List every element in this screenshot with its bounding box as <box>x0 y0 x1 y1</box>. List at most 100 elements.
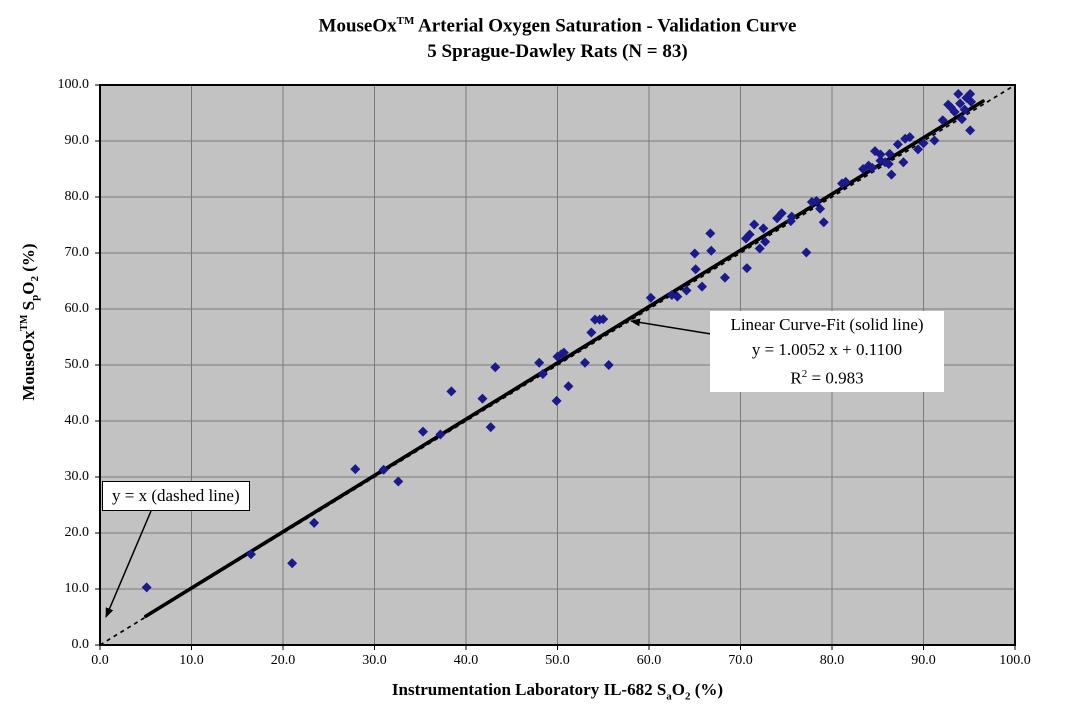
y-tick-label: 10.0 <box>64 581 90 596</box>
chart-title: MouseOxTM Arterial Oxygen Saturation - V… <box>100 8 1015 65</box>
y-tick-label: 0.0 <box>71 637 90 652</box>
x-tick-label: 30.0 <box>362 653 387 668</box>
data-point-diamond <box>955 98 966 109</box>
data-point-diamond <box>350 464 361 475</box>
data-point-diamond <box>477 393 488 404</box>
y-tick-label: 80.0 <box>64 189 90 204</box>
data-point-diamond <box>785 216 796 227</box>
x-tick-label: 100.0 <box>999 653 1031 668</box>
data-point-diamond <box>949 106 960 117</box>
y-axis-title: MouseOxTM SpO2 (%) <box>18 243 42 401</box>
fit-callout-label: Linear Curve-Fit (solid line) <box>730 315 924 334</box>
y-tick-label: 70.0 <box>64 245 90 260</box>
data-point-diamond <box>937 115 948 126</box>
data-point-diamond <box>754 243 765 254</box>
data-point-diamond <box>558 347 569 358</box>
data-point-diamond <box>966 96 977 107</box>
data-point-diamond <box>953 88 964 99</box>
data-point-diamond <box>956 114 967 125</box>
identity-callout-arrow <box>105 510 152 618</box>
data-point-diamond <box>603 360 614 370</box>
data-point-diamond <box>758 223 769 234</box>
data-point-diamond <box>904 132 915 143</box>
data-point-diamond <box>719 272 730 283</box>
data-point-diamond <box>586 327 597 338</box>
data-point-diamond <box>490 362 501 373</box>
data-point-diamond <box>760 236 771 247</box>
data-point-diamond <box>672 291 683 302</box>
x-tick-label: 80.0 <box>819 653 845 668</box>
data-point-diamond <box>689 248 700 259</box>
data-point-diamond <box>815 203 826 214</box>
data-point-diamond <box>579 357 590 368</box>
fit-callout-equation: y = 1.0052 x + 0.1100 <box>751 340 903 359</box>
data-point-diamond <box>741 263 752 274</box>
data-point-diamond <box>840 176 851 187</box>
data-point-diamond <box>892 139 903 150</box>
chart-title-line2: 5 Sprague-Dawley Rats (N = 83) <box>427 41 688 63</box>
data-point-diamond <box>867 162 878 173</box>
y-tick-label: 100.0 <box>57 77 90 92</box>
data-point-diamond <box>886 169 897 180</box>
data-point-diamond <box>883 158 894 169</box>
fit-line-callout: Linear Curve-Fit (solid line) y = 1.0052… <box>710 311 944 392</box>
chart-title-line1: MouseOxTM Arterial Oxygen Saturation - V… <box>318 15 797 37</box>
data-point-diamond <box>378 464 389 475</box>
data-point-diamond <box>801 247 812 258</box>
data-point-diamond <box>141 582 152 593</box>
identity-line-callout: y = x (dashed line) <box>102 481 250 511</box>
y-tick-label: 40.0 <box>64 413 90 428</box>
data-point-diamond <box>563 381 574 392</box>
x-tick-label: 0.0 <box>91 653 109 668</box>
data-point-diamond <box>818 217 829 228</box>
x-tick-label: 50.0 <box>545 653 570 668</box>
x-tick-label: 40.0 <box>453 653 479 668</box>
axis-ticks <box>95 84 1016 650</box>
scatter-points <box>141 88 977 593</box>
data-point-diamond <box>705 228 716 239</box>
data-point-diamond <box>884 148 895 159</box>
y-tick-label: 60.0 <box>64 301 90 316</box>
data-point-diamond <box>393 476 404 487</box>
data-point-diamond <box>551 395 562 406</box>
data-point-diamond <box>309 517 320 528</box>
data-point-diamond <box>485 422 496 433</box>
data-point-diamond <box>965 88 976 99</box>
fit-callout-r-squared: R2 = 0.983 <box>790 368 864 388</box>
fit-callout-arrow <box>630 318 712 335</box>
data-point-diamond <box>287 558 298 569</box>
data-point-diamond <box>811 195 822 206</box>
data-point-diamond <box>645 292 656 303</box>
data-point-diamond <box>245 549 256 560</box>
x-tick-label: 70.0 <box>728 653 753 668</box>
data-point-diamond <box>929 135 940 146</box>
data-point-diamond <box>417 426 428 437</box>
x-tick-label: 10.0 <box>179 653 204 668</box>
data-point-diamond <box>776 208 787 219</box>
y-tick-label: 50.0 <box>64 357 90 372</box>
data-point-diamond <box>913 144 924 155</box>
data-point-diamond <box>875 149 886 160</box>
y-tick-label: 20.0 <box>64 525 90 540</box>
x-tick-label: 60.0 <box>636 653 662 668</box>
data-point-diamond <box>965 125 976 136</box>
data-point-diamond <box>446 386 457 397</box>
data-point-diamond <box>435 429 446 440</box>
data-point-diamond <box>706 245 717 256</box>
x-tick-label: 90.0 <box>911 653 936 668</box>
y-tick-label: 30.0 <box>64 469 90 484</box>
data-point-diamond <box>690 264 701 275</box>
data-point-diamond <box>598 314 609 325</box>
data-point-diamond <box>898 157 909 168</box>
data-point-diamond <box>697 281 708 292</box>
data-point-diamond <box>537 368 548 379</box>
data-point-diamond <box>918 138 929 149</box>
x-tick-label: 20.0 <box>270 653 296 668</box>
y-tick-label: 90.0 <box>64 133 90 148</box>
data-point-diamond <box>534 357 545 368</box>
data-point-diamond <box>744 229 755 240</box>
x-axis-title: Instrumentation Laboratory IL-682 SaO2 (… <box>391 680 724 703</box>
data-point-diamond <box>749 219 760 230</box>
data-point-diamond <box>959 104 970 115</box>
data-point-diamond <box>681 285 692 296</box>
